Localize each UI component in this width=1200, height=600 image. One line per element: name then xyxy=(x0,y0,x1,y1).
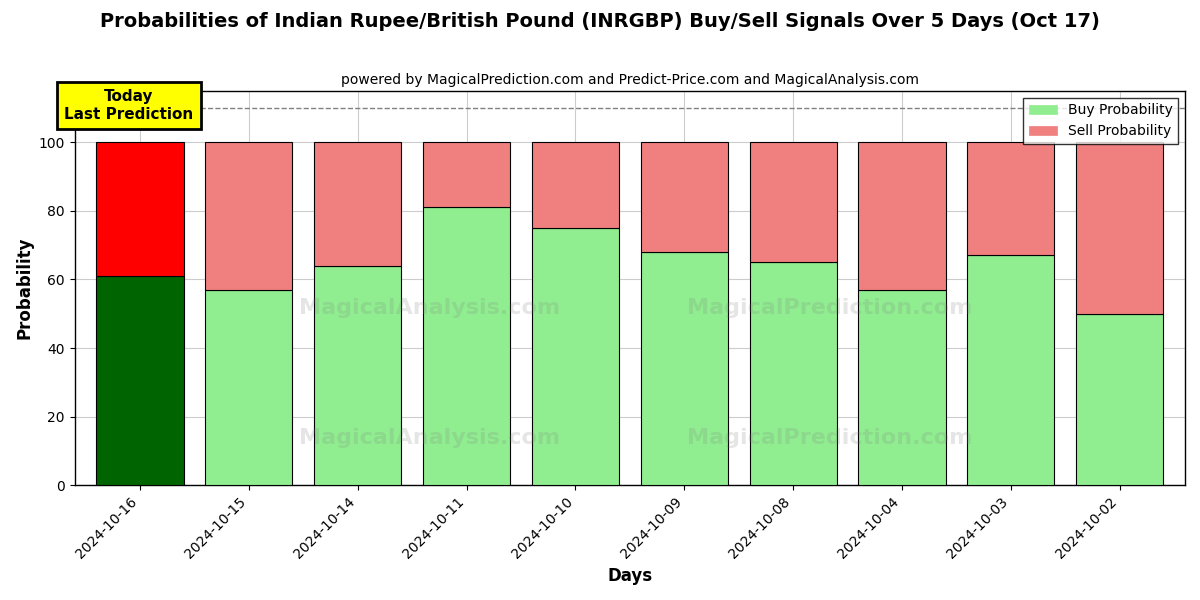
Text: MagicalAnalysis.com: MagicalAnalysis.com xyxy=(300,428,560,448)
Text: MagicalPrediction.com: MagicalPrediction.com xyxy=(688,428,972,448)
Bar xyxy=(96,142,184,276)
Bar xyxy=(967,256,1055,485)
Bar xyxy=(750,262,836,485)
Bar xyxy=(422,208,510,485)
Bar xyxy=(641,252,727,485)
Bar xyxy=(205,142,293,290)
Title: powered by MagicalPrediction.com and Predict-Price.com and MagicalAnalysis.com: powered by MagicalPrediction.com and Pre… xyxy=(341,73,919,87)
Bar xyxy=(641,142,727,252)
Text: Probabilities of Indian Rupee/British Pound (INRGBP) Buy/Sell Signals Over 5 Day: Probabilities of Indian Rupee/British Po… xyxy=(100,12,1100,31)
X-axis label: Days: Days xyxy=(607,567,653,585)
Bar xyxy=(532,228,619,485)
Bar xyxy=(532,142,619,228)
Bar xyxy=(1076,142,1163,314)
Bar xyxy=(967,142,1055,256)
Bar xyxy=(858,290,946,485)
Text: Today
Last Prediction: Today Last Prediction xyxy=(65,89,193,122)
Text: MagicalPrediction.com: MagicalPrediction.com xyxy=(688,298,972,318)
Bar xyxy=(96,276,184,485)
Bar xyxy=(422,142,510,208)
Bar xyxy=(314,142,401,266)
Text: MagicalAnalysis.com: MagicalAnalysis.com xyxy=(300,298,560,318)
Bar xyxy=(750,142,836,262)
Y-axis label: Probability: Probability xyxy=(16,237,34,340)
Legend: Buy Probability, Sell Probability: Buy Probability, Sell Probability xyxy=(1024,98,1178,144)
Bar xyxy=(205,290,293,485)
Bar xyxy=(314,266,401,485)
Bar xyxy=(858,142,946,290)
Bar xyxy=(1076,314,1163,485)
